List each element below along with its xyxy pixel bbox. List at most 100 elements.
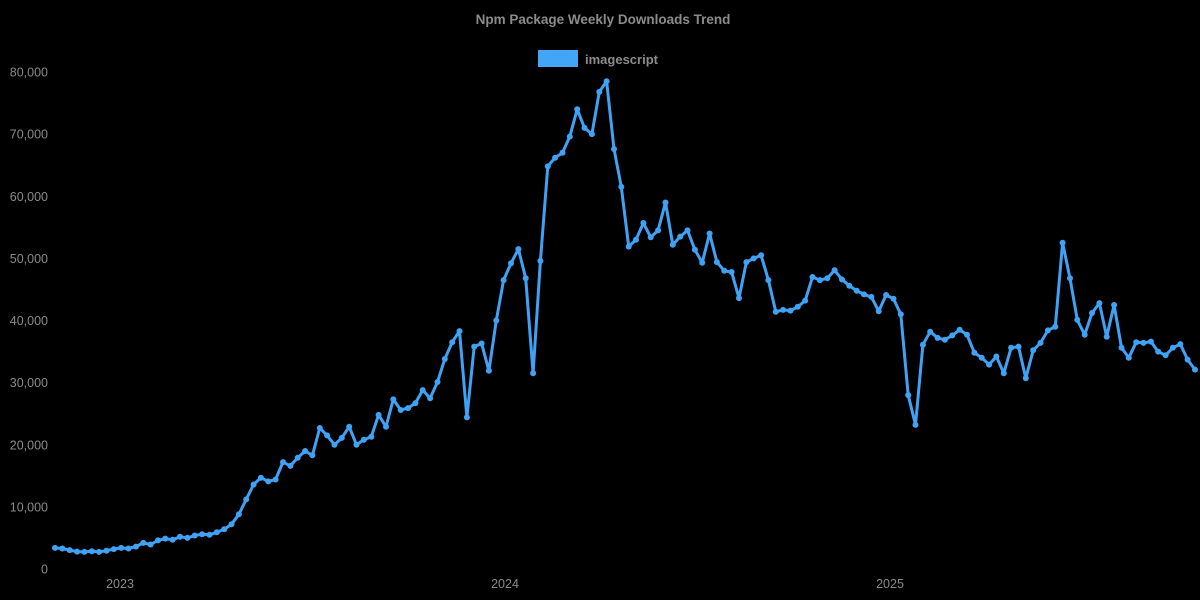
data-point[interactable] [691,246,698,253]
data-point[interactable] [272,476,279,483]
data-point[interactable] [235,511,242,518]
data-point[interactable] [103,547,110,554]
data-point[interactable] [324,432,331,439]
data-point[interactable] [191,532,198,539]
data-point[interactable] [478,340,485,347]
data-point[interactable] [1081,331,1088,338]
data-point[interactable] [861,291,867,298]
data-point[interactable] [360,436,367,443]
data-point[interactable] [566,133,573,140]
data-point[interactable] [375,411,382,418]
data-point[interactable] [81,548,88,555]
data-point[interactable] [177,533,183,540]
data-point[interactable] [155,537,161,544]
data-point[interactable] [1037,339,1044,346]
data-point[interactable] [1044,327,1051,334]
data-point[interactable] [1103,333,1110,340]
data-point[interactable] [331,441,338,448]
data-point[interactable] [986,361,993,368]
data-point[interactable] [1184,356,1191,363]
data-point[interactable] [588,131,595,138]
data-point[interactable] [750,255,757,262]
data-point[interactable] [353,441,360,448]
data-point[interactable] [456,328,463,335]
chart-legend[interactable]: imagescript [538,50,659,67]
data-point[interactable] [625,243,632,250]
data-point[interactable] [552,154,559,161]
data-point[interactable] [147,541,154,548]
data-point[interactable] [169,536,176,543]
data-point[interactable] [140,539,147,546]
data-point[interactable] [824,275,831,282]
data-point[interactable] [655,227,662,234]
data-point[interactable] [302,448,309,454]
data-point[interactable] [927,328,934,335]
data-point[interactable] [559,149,566,156]
data-point[interactable] [52,544,58,551]
data-point[interactable] [964,331,970,338]
data-point[interactable] [1000,370,1007,377]
data-point[interactable] [662,199,669,206]
data-point[interactable] [309,452,316,459]
data-point[interactable] [713,259,720,266]
data-point[interactable] [110,546,117,553]
data-point[interactable] [338,434,345,441]
data-point[interactable] [132,543,139,550]
data-point[interactable] [794,303,801,310]
imagescript-series-line[interactable] [52,78,1198,555]
data-point[interactable] [802,297,809,304]
data-point[interactable] [971,349,978,356]
data-point[interactable] [463,414,470,421]
data-point[interactable] [1022,375,1029,382]
data-point[interactable] [243,496,250,503]
data-point[interactable] [199,531,206,538]
data-point[interactable] [1169,344,1176,351]
data-point[interactable] [441,356,448,362]
data-point[interactable] [412,400,419,407]
data-point[interactable] [1140,339,1147,346]
data-point[interactable] [184,534,191,541]
data-point[interactable] [1008,344,1015,351]
data-point[interactable] [919,341,926,348]
data-point[interactable] [500,277,507,284]
data-point[interactable] [684,227,691,234]
data-point[interactable] [508,260,514,267]
data-point[interactable] [853,287,860,294]
data-point[interactable] [1030,347,1037,354]
data-point[interactable] [368,433,375,440]
data-point[interactable] [228,521,235,528]
data-point[interactable] [1096,300,1103,307]
data-point[interactable] [941,336,948,343]
data-point[interactable] [611,146,617,152]
data-point[interactable] [1059,239,1066,246]
data-point[interactable] [669,241,676,248]
data-point[interactable] [1125,354,1132,361]
data-point[interactable] [493,317,500,324]
data-point[interactable] [125,545,132,552]
data-point[interactable] [522,275,529,282]
data-point[interactable] [897,311,904,318]
data-point[interactable] [1052,323,1059,330]
data-point[interactable] [581,124,588,131]
data-point[interactable] [1089,310,1095,316]
data-point[interactable] [1177,341,1184,348]
data-point[interactable] [427,395,434,402]
data-point[interactable] [647,234,654,241]
data-point[interactable] [721,267,728,274]
data-point[interactable] [1118,344,1125,351]
data-point[interactable] [1067,275,1073,282]
data-point[interactable] [257,474,264,481]
data-point[interactable] [346,423,353,430]
data-point[interactable] [287,462,294,469]
data-point[interactable] [280,459,286,466]
data-point[interactable] [449,339,456,346]
data-point[interactable] [875,308,882,315]
data-point[interactable] [677,233,684,240]
data-point[interactable] [956,326,963,333]
data-point[interactable] [515,246,522,253]
data-point[interactable] [434,379,441,385]
data-point[interactable] [1162,352,1169,359]
data-point[interactable] [905,392,912,399]
data-point[interactable] [758,252,765,259]
data-point[interactable] [603,78,610,85]
